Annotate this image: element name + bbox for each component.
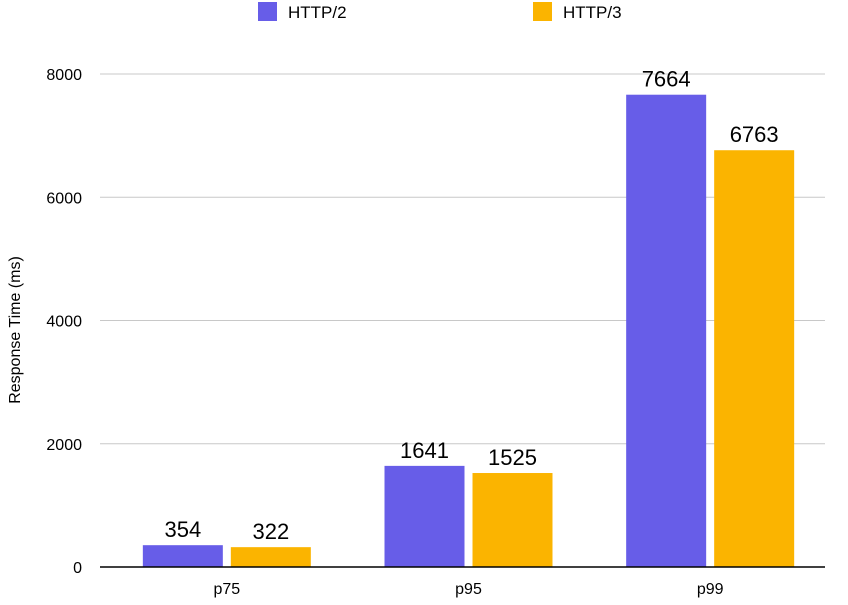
bar-value-label: 354 (164, 517, 201, 542)
legend-swatch (258, 2, 277, 21)
x-axis-ticks: p75 p95 p99 (213, 581, 723, 598)
y-tick-label: 2000 (46, 437, 82, 454)
bar-http-3-p99 (714, 150, 795, 568)
y-tick-label: 4000 (46, 314, 82, 331)
y-tick-label: 6000 (46, 190, 82, 207)
bar-http-2-p75 (142, 545, 223, 567)
bars (142, 94, 795, 568)
x-tick-label: p95 (455, 581, 482, 598)
bar-http-3-p95 (472, 473, 553, 567)
bar-value-labels: 354 322 1641 1525 7664 6763 (164, 67, 778, 544)
bar-value-label: 7664 (642, 67, 691, 92)
legend-label: HTTP/3 (563, 3, 622, 22)
bar-http-3-p75 (230, 547, 311, 567)
bar-value-label: 6763 (730, 122, 779, 147)
y-tick-label: 8000 (46, 67, 82, 84)
bar-value-label: 1525 (488, 445, 537, 470)
y-axis-ticks: 0 2000 4000 6000 8000 (46, 67, 82, 577)
legend: HTTP/2 HTTP/3 (258, 2, 622, 22)
y-tick-label: 0 (73, 560, 82, 577)
bar-http-2-p95 (384, 465, 465, 567)
x-tick-label: p75 (213, 581, 240, 598)
bar-value-label: 322 (252, 519, 289, 544)
legend-label: HTTP/2 (288, 3, 347, 22)
y-axis-label: Response Time (ms) (7, 256, 24, 404)
legend-swatch (533, 2, 552, 21)
bar-value-label: 1641 (400, 438, 449, 463)
bar-http-2-p99 (626, 94, 707, 568)
x-tick-label: p99 (697, 581, 724, 598)
